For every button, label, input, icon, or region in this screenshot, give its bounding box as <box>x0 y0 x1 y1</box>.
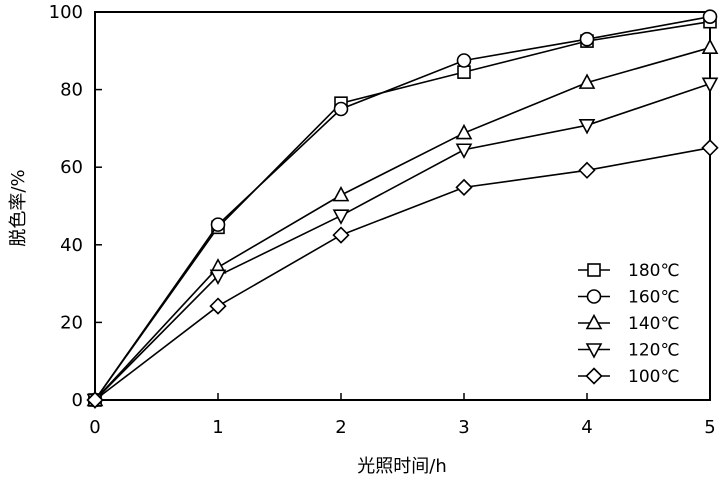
series-line <box>94 147 711 401</box>
circle-marker <box>702 9 718 24</box>
y-tick-label: 20 <box>60 312 83 333</box>
diamond-marker <box>209 297 227 315</box>
axes: 0 1 2 3 4 5 0 20 40 60 80 100 <box>49 2 716 438</box>
series-line <box>94 20 711 401</box>
plot-frame <box>94 11 711 401</box>
legend-item: 180℃ <box>578 261 680 281</box>
triangle-down-marker <box>209 269 227 286</box>
legend-label: 160℃ <box>628 288 680 308</box>
series <box>86 139 719 409</box>
series-line <box>94 46 711 401</box>
series <box>86 77 719 410</box>
legend-label: 100℃ <box>628 367 680 387</box>
series-group <box>86 9 719 410</box>
diamond-marker <box>701 139 719 157</box>
triangle-down-marker <box>585 343 603 359</box>
x-tick-label: 2 <box>335 417 346 438</box>
diamond-marker <box>455 178 473 197</box>
legend-item: 120℃ <box>578 341 680 361</box>
legend-label: 140℃ <box>628 314 680 334</box>
triangle-up-marker <box>578 73 596 89</box>
legend-label: 180℃ <box>628 261 680 281</box>
diamond-marker <box>585 367 603 385</box>
series <box>86 38 719 407</box>
x-tick-label: 4 <box>581 417 592 438</box>
legend-item: 100℃ <box>578 367 680 387</box>
x-tick-label: 3 <box>458 417 469 438</box>
y-tick-label: 80 <box>60 80 83 101</box>
triangle-up-marker <box>701 38 719 54</box>
legend-label: 120℃ <box>628 341 680 361</box>
y-tick-label: 0 <box>72 390 83 411</box>
square-marker <box>457 65 471 79</box>
x-tick-label: 5 <box>704 417 715 438</box>
triangle-up-marker <box>455 123 473 140</box>
circle-marker <box>579 31 595 47</box>
series-line <box>94 83 711 401</box>
triangle-up-marker <box>585 313 603 330</box>
series-line <box>94 15 711 401</box>
legend: 180℃ 160℃ 140℃ 120℃ 100℃ <box>578 261 680 387</box>
x-tick-label: 1 <box>212 417 223 438</box>
circle-marker <box>210 217 226 232</box>
y-tick-label: 100 <box>49 2 83 23</box>
diamond-marker <box>332 226 350 244</box>
triangle-down-marker <box>578 118 596 135</box>
y-axis-title: 脱色率/% <box>8 169 29 246</box>
x-tick-label: 0 <box>89 417 100 438</box>
circle-marker <box>456 53 472 68</box>
x-axis-title: 光照时间/h <box>357 456 446 477</box>
triangle-down-marker <box>701 77 719 93</box>
triangle-down-marker <box>332 209 350 225</box>
circle-marker <box>586 289 602 304</box>
triangle-up-marker <box>332 185 350 202</box>
y-tick-label: 40 <box>60 235 83 256</box>
square-marker <box>587 263 601 277</box>
legend-item: 160℃ <box>578 288 680 308</box>
triangle-down-marker <box>455 143 473 159</box>
legend-item: 140℃ <box>578 313 680 334</box>
diamond-marker <box>578 161 596 179</box>
circle-marker <box>333 101 349 117</box>
diamond-marker <box>86 391 104 409</box>
series <box>87 9 718 408</box>
y-tick-label: 60 <box>60 157 83 178</box>
